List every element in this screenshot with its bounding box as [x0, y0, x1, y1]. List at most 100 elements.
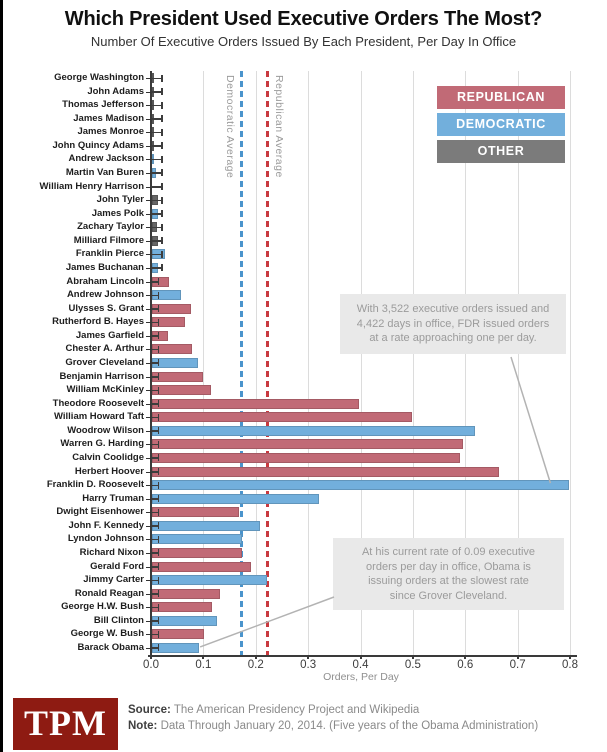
error-whisker	[152, 430, 158, 432]
x-gridline	[255, 71, 257, 655]
x-gridline	[203, 71, 205, 655]
error-whisker-cap	[157, 386, 160, 394]
y-axis-tick	[146, 213, 151, 215]
error-whisker-cap	[157, 603, 160, 611]
source-note: Source: The American Presidency Project …	[128, 702, 538, 734]
x-axis-tick	[150, 655, 152, 659]
president-label: Martin Van Buren	[65, 166, 144, 178]
error-whisker	[152, 253, 162, 256]
error-whisker-cap	[157, 617, 160, 625]
fdr-annotation: With 3,522 executive orders issued and 4,…	[340, 294, 566, 354]
error-whisker	[152, 145, 162, 147]
y-axis-tick	[146, 200, 151, 202]
error-whisker-cap	[157, 305, 160, 313]
president-label: Theodore Roosevelt	[52, 397, 144, 409]
error-whisker-cap	[161, 250, 163, 258]
error-whisker-cap	[157, 278, 160, 286]
president-label: Richard Nixon	[79, 546, 144, 558]
y-axis	[150, 71, 152, 655]
president-label: Woodrow Wilson	[67, 424, 144, 436]
x-gridline	[570, 71, 571, 655]
y-axis-tick	[146, 254, 151, 256]
bar-republican	[152, 561, 251, 572]
error-whisker	[152, 213, 162, 215]
error-whisker-cap	[161, 74, 163, 82]
legend-item-other: OTHER	[437, 140, 565, 163]
president-label: Bill Clinton	[93, 614, 144, 626]
obama-annotation-line: At his current rate of 0.09 executive	[361, 546, 536, 558]
chart-subtitle: Number Of Executive Orders Issued By Eac…	[90, 34, 517, 49]
error-whisker-cap	[161, 115, 163, 123]
error-whisker	[152, 267, 162, 269]
y-axis-tick	[146, 607, 151, 609]
error-whisker	[152, 186, 162, 188]
error-whisker	[152, 172, 162, 174]
error-whisker	[152, 606, 158, 609]
y-axis-tick	[146, 295, 151, 297]
bar-republican	[152, 385, 211, 396]
x-axis	[148, 655, 577, 657]
president-label: John Quincy Adams	[52, 139, 145, 151]
error-whisker-cap	[161, 101, 163, 109]
bar-democratic	[152, 480, 570, 491]
y-axis-tick	[146, 105, 151, 107]
republican-average-line	[266, 71, 270, 655]
error-whisker	[152, 308, 158, 310]
president-label: Grover Cleveland	[65, 356, 144, 368]
error-whisker-cap	[157, 400, 160, 408]
republican-average-label: Republican Average	[272, 75, 285, 178]
x-tick-label: 0.8	[562, 659, 578, 671]
y-axis-tick	[146, 647, 151, 649]
x-tick-label: 0.1	[195, 659, 212, 671]
bar-republican	[152, 466, 500, 477]
error-whisker	[152, 457, 158, 459]
president-label: John F. Kennedy	[68, 519, 144, 531]
error-whisker	[152, 77, 162, 79]
y-axis-tick	[146, 78, 151, 79]
x-axis-tick	[307, 655, 310, 659]
error-whisker	[152, 281, 158, 283]
president-label: Thomas Jefferson	[62, 99, 144, 111]
president-label: Ronald Reagan	[74, 587, 144, 599]
president-label: Harry Truman	[82, 492, 144, 504]
president-label: Barack Obama	[77, 641, 144, 653]
error-whisker	[152, 538, 158, 541]
y-axis-tick	[146, 322, 151, 324]
fdr-annotation-line: 4,422 days in office, FDR issued orders	[356, 317, 550, 330]
y-axis-tick	[146, 186, 151, 188]
error-whisker-cap	[161, 183, 163, 191]
error-whisker-cap	[157, 427, 160, 435]
bar-republican	[152, 547, 242, 558]
president-label: James Madison	[73, 112, 144, 124]
y-axis-tick	[146, 620, 151, 622]
y-axis-tick	[146, 349, 151, 351]
error-whisker-cap	[157, 481, 160, 489]
bar-democratic	[152, 520, 261, 531]
x-axis-tick	[464, 655, 467, 659]
president-label: Chester A. Arthur	[65, 343, 144, 355]
x-gridline	[308, 71, 310, 655]
error-whisker	[152, 633, 158, 636]
error-whisker-cap	[161, 264, 163, 272]
error-whisker	[152, 552, 158, 554]
president-label: Jimmy Carter	[83, 574, 144, 586]
y-axis-tick	[146, 539, 151, 541]
error-whisker-cap	[157, 535, 160, 543]
y-axis-tick	[146, 240, 151, 242]
error-whisker-cap	[157, 563, 160, 571]
president-label: George Washington	[54, 72, 144, 83]
x-axis-tick	[569, 655, 571, 659]
error-whisker	[152, 131, 162, 134]
error-whisker-cap	[157, 345, 160, 353]
error-whisker-cap	[161, 210, 163, 218]
error-whisker	[152, 511, 158, 514]
president-label: Ulysses S. Grant	[68, 302, 144, 314]
error-whisker	[152, 91, 162, 93]
x-gridline	[412, 71, 414, 655]
error-whisker	[152, 620, 158, 622]
source-label: Source:	[128, 704, 171, 716]
y-axis-tick	[146, 552, 151, 554]
x-axis-tick	[202, 655, 205, 659]
y-axis-tick	[146, 281, 151, 283]
